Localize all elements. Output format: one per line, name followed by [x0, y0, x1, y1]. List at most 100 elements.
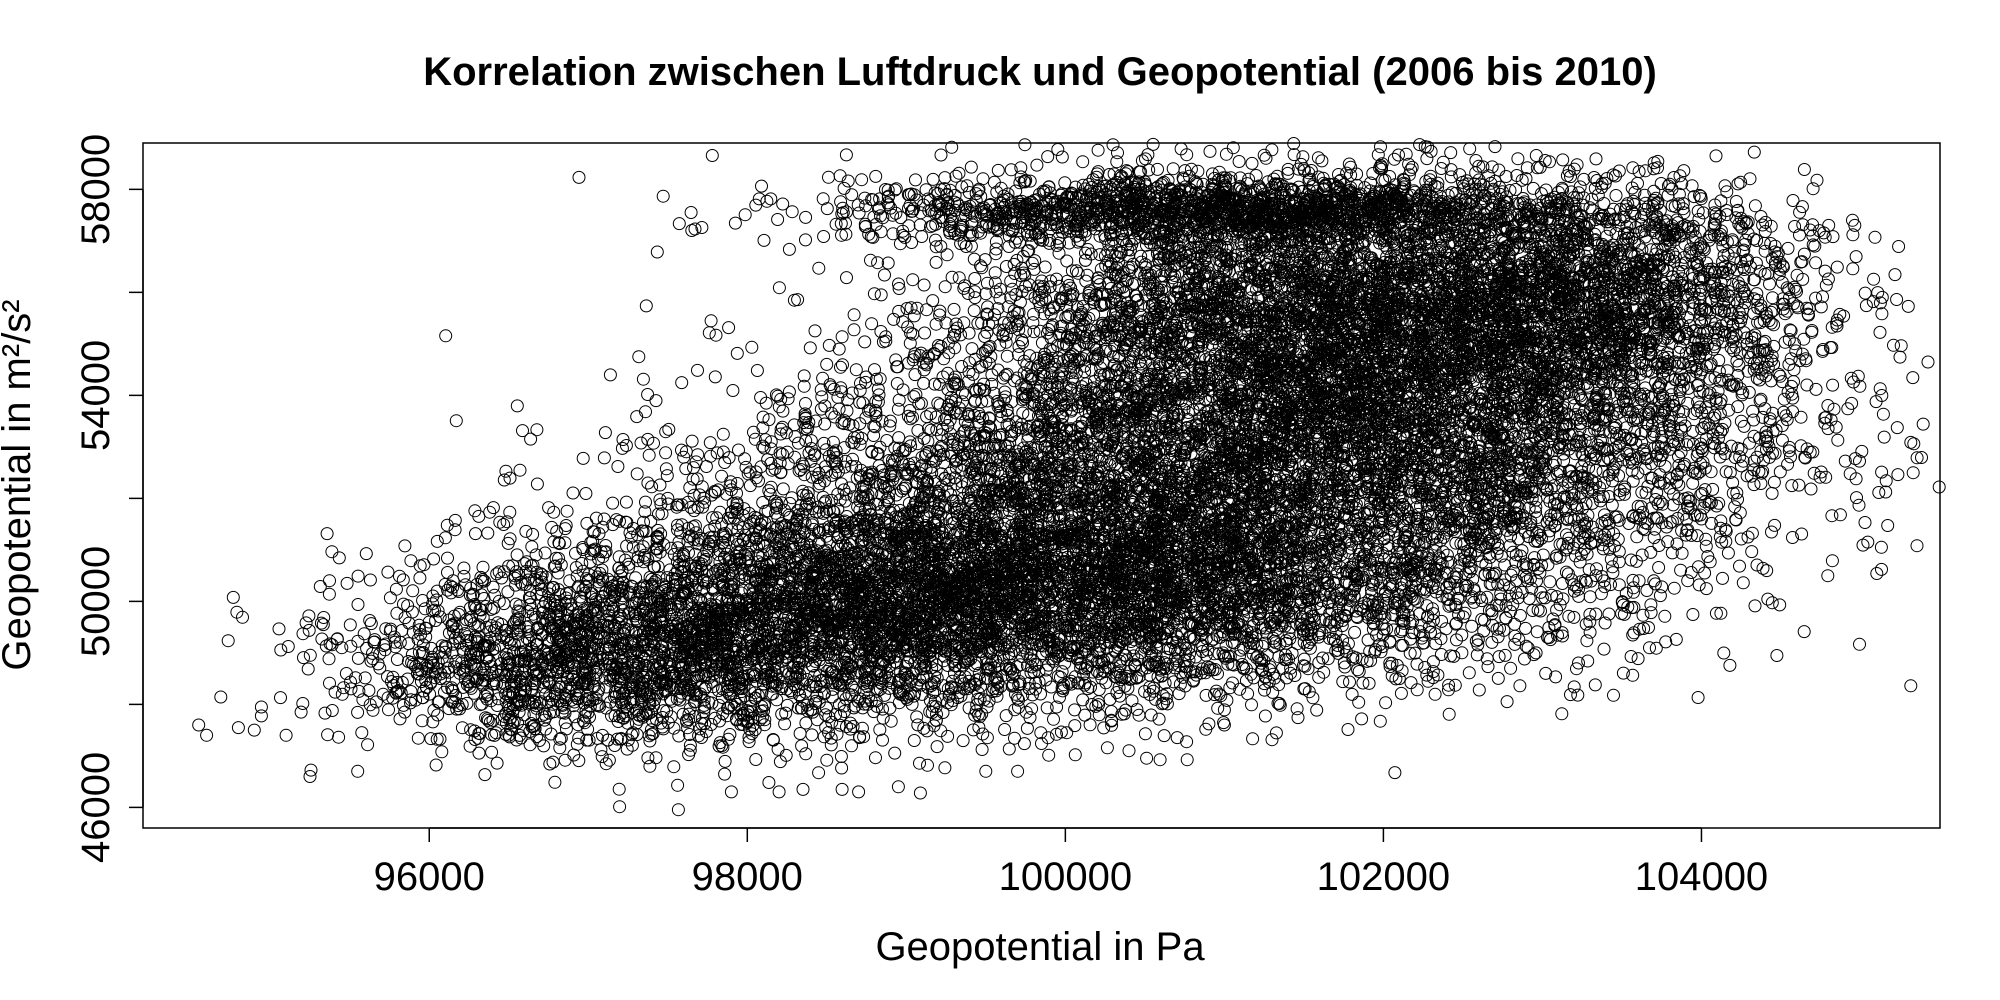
data-point [1654, 177, 1668, 190]
chart-title: Korrelation zwischen Luftdruck und Geopo… [423, 50, 1657, 94]
data-point [947, 302, 961, 316]
data-point [1631, 652, 1645, 666]
data-point [1038, 260, 1052, 274]
data-point [1030, 158, 1044, 172]
data-point [934, 148, 948, 162]
data-point [1879, 485, 1893, 499]
data-point [933, 308, 947, 322]
data-point [874, 288, 888, 302]
data-point [691, 363, 704, 377]
data-point [952, 271, 966, 285]
data-point [964, 160, 978, 174]
data-point [864, 253, 877, 267]
data-point [1018, 138, 1032, 152]
data-point [799, 233, 812, 247]
data-point [1166, 162, 1180, 176]
data-point [968, 272, 982, 285]
data-point [1041, 150, 1055, 164]
data-point [1492, 163, 1506, 177]
data-point [1004, 163, 1018, 177]
data-point [1184, 162, 1198, 176]
data-point [988, 308, 1001, 322]
data-point [839, 227, 853, 241]
data-point [639, 299, 653, 313]
data-point [1311, 151, 1325, 165]
data-point [1226, 141, 1240, 155]
data-point [1508, 617, 1522, 631]
data-point [808, 324, 822, 338]
data-point [869, 169, 883, 183]
data-point [1849, 250, 1863, 264]
data-point [938, 280, 952, 294]
data-point [917, 376, 931, 390]
data-point [611, 460, 625, 473]
data-point [1463, 142, 1477, 156]
data-point [787, 293, 801, 307]
data-point [904, 301, 918, 315]
data-point [1106, 138, 1120, 152]
data-point [645, 480, 659, 494]
data-point [965, 342, 979, 356]
data-point [983, 340, 997, 353]
data-point [967, 252, 981, 266]
data-point [906, 273, 920, 287]
data-point [840, 271, 853, 285]
data-point [738, 452, 752, 466]
data-point [1420, 152, 1434, 166]
data-point [845, 188, 859, 202]
point-cloud [214, 137, 1946, 817]
plot-area [192, 137, 1946, 817]
data-point [1076, 155, 1090, 169]
data-point [1232, 155, 1246, 168]
data-point [1000, 349, 1014, 363]
data-point [1577, 172, 1591, 186]
data-point [1245, 156, 1259, 170]
data-point [782, 242, 796, 256]
data-point [967, 304, 981, 318]
data-point [1513, 679, 1527, 693]
data-point [1259, 151, 1273, 165]
data-point [820, 357, 834, 371]
data-point [891, 360, 905, 374]
data-point [1008, 267, 1022, 280]
data-point [961, 287, 975, 300]
data-point [939, 316, 953, 330]
data-point [929, 317, 943, 331]
data-point [1583, 201, 1597, 215]
data-point [1782, 333, 1796, 346]
data-point [1068, 748, 1082, 762]
data-point [1153, 753, 1167, 767]
data-point [966, 367, 980, 381]
data-point [952, 166, 966, 180]
data-point [1709, 149, 1723, 163]
data-point [1146, 137, 1160, 151]
data-point [1079, 246, 1092, 260]
data-point [1772, 367, 1786, 381]
data-point [1219, 147, 1233, 161]
data-point [1012, 340, 1026, 353]
data-point [705, 149, 719, 162]
data-point [1203, 144, 1217, 158]
data-point [1055, 150, 1069, 164]
data-point [1436, 155, 1450, 169]
data-point [1444, 170, 1458, 184]
data-point [878, 268, 891, 282]
data-point [579, 487, 593, 500]
data-point [708, 370, 722, 384]
data-point [978, 330, 992, 343]
data-point [847, 308, 861, 322]
data-point [980, 325, 994, 339]
data-point [991, 163, 1005, 177]
data-point [772, 281, 786, 295]
data-point [1444, 146, 1458, 160]
data-point [1778, 335, 1792, 349]
data-point [1405, 160, 1419, 174]
data-point [1035, 336, 1049, 350]
data-point [1072, 314, 1086, 328]
data-point [1091, 143, 1105, 157]
data-point [1052, 246, 1066, 260]
data-point [1529, 149, 1543, 162]
data-point [962, 326, 976, 340]
data-point [917, 278, 931, 292]
